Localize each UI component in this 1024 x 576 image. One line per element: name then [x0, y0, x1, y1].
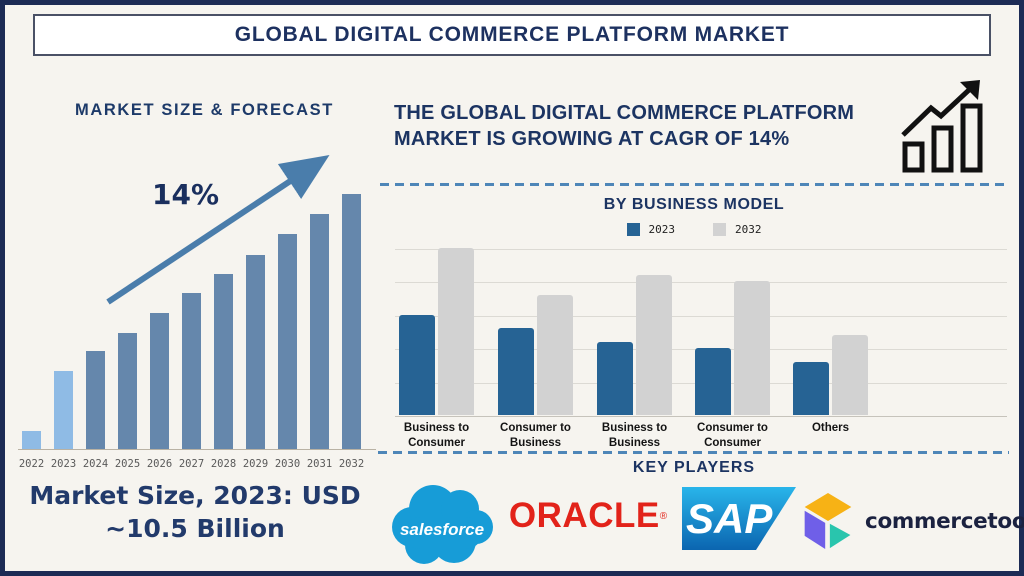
market-size-value: Market Size, 2023: USD ~10.5 Billion	[18, 480, 372, 545]
bm-group-3	[597, 248, 672, 415]
bm-bar-2023-3	[597, 342, 633, 415]
forecast-bar-2025	[118, 333, 137, 449]
market-size-forecast-heading: MARKET SIZE & FORECAST	[75, 101, 334, 119]
key-players-title: KEY PLAYERS	[632, 459, 756, 476]
bm-bar-2032-5	[832, 335, 868, 415]
page-title-box: GLOBAL DIGITAL COMMERCE PLATFORM MARKET	[33, 14, 991, 56]
forecast-bar-2032	[342, 194, 361, 449]
forecast-year-label-2028: 2028	[210, 458, 237, 470]
forecast-year-label-2030: 2030	[274, 458, 301, 470]
growth-arrow-icon	[106, 155, 330, 305]
legend-swatch-2032	[713, 223, 726, 236]
bm-bar-2032-2	[537, 295, 573, 415]
cagr-arrow-label: 14%	[152, 178, 220, 211]
business-model-category-labels: Business to Consumer Consumer to Business…	[395, 421, 1007, 455]
oracle-registered-mark: ®	[659, 510, 668, 522]
commercetools-wordmark: commercetools	[865, 508, 1024, 534]
business-model-chart	[395, 248, 1007, 417]
forecast-bar-2029	[246, 255, 265, 449]
bm-group-4	[695, 248, 770, 415]
cagr-heading: THE GLOBAL DIGITAL COMMERCE PLATFORM MAR…	[394, 102, 855, 151]
salesforce-logo: salesforce	[392, 485, 493, 564]
forecast-year-labels: 2022 2023 2024 2025 2026 2027 2028 2029 2030 2031…	[18, 458, 365, 470]
bm-bar-2023-1	[399, 315, 435, 415]
forecast-bar-2030	[278, 234, 297, 449]
forecast-year-label-2025: 2025	[114, 458, 141, 470]
bm-category-label-2: Consumer to Business	[500, 422, 571, 449]
commercetools-logo: commercetools	[800, 489, 1024, 553]
forecast-year-label-2022: 2022	[18, 458, 45, 470]
forecast-year-label-2024: 2024	[82, 458, 109, 470]
bm-legend: 2023 2032	[380, 223, 1008, 236]
dashed-divider-top	[380, 183, 1008, 186]
page-title: GLOBAL DIGITAL COMMERCE PLATFORM MARKET	[234, 23, 790, 46]
bm-category-label-4: Consumer to Consumer	[697, 422, 768, 449]
forecast-year-label-2027: 2027	[178, 458, 205, 470]
bm-bar-2023-4	[695, 348, 731, 415]
forecast-bar-2027	[182, 293, 201, 449]
bm-group-2	[498, 248, 573, 415]
svg-text:salesforce: salesforce	[400, 520, 484, 539]
bm-bar-2023-5	[793, 362, 829, 415]
legend-swatch-2023	[626, 223, 640, 236]
market-size-forecast-chart	[18, 191, 376, 450]
oracle-logo: ORACLE ®	[502, 492, 674, 540]
forecast-bar-2024	[86, 351, 105, 449]
bm-category-label-1: Business to Consumer	[403, 422, 470, 449]
legend-item-2032: 2032	[713, 223, 762, 236]
bm-axis-line	[395, 416, 1007, 417]
legend-item-2023: 2023	[626, 223, 676, 236]
forecast-bars	[22, 191, 361, 449]
forecast-year-label-2031: 2031	[306, 458, 333, 470]
sap-logo: SAP	[682, 487, 796, 550]
by-business-model-title: BY BUSINESS MODEL	[603, 196, 785, 213]
bm-bar-2032-4	[734, 281, 770, 415]
bm-group-1	[399, 248, 474, 415]
bm-bar-2023-2	[498, 328, 534, 415]
market-size-line1: Market Size, 2023: USD	[29, 481, 361, 510]
bm-gridline	[395, 282, 1007, 284]
forecast-year-label-2023: 2023	[50, 458, 77, 470]
commercetools-cube-icon	[804, 493, 852, 549]
market-size-line2: ~10.5 Billion	[105, 513, 285, 543]
legend-label-2023: 2023	[648, 223, 676, 236]
bm-bar-2032-3	[636, 275, 672, 415]
sap-wordmark: SAP	[686, 495, 773, 542]
dashed-divider-bottom	[378, 451, 1009, 454]
bm-category-label-3: Business to Business	[601, 422, 668, 449]
bm-gridline	[395, 249, 1007, 250]
bm-category-label-5: Others	[811, 422, 850, 434]
forecast-year-label-2026: 2026	[146, 458, 173, 470]
forecast-bar-2031	[310, 214, 329, 449]
forecast-bar-2022	[22, 431, 41, 449]
bm-group-5	[793, 248, 868, 415]
bm-bar-2032-1	[438, 248, 474, 415]
oracle-wordmark: ORACLE	[508, 496, 660, 535]
forecast-bar-2023	[54, 371, 73, 449]
forecast-bar-2026	[150, 313, 169, 449]
forecast-bar-2028	[214, 274, 233, 449]
forecast-year-label-2029: 2029	[242, 458, 269, 470]
bar-chart-growth-icon	[901, 80, 983, 173]
legend-label-2032: 2032	[735, 223, 762, 236]
bm-gridline	[395, 315, 1007, 317]
forecast-year-label-2032: 2032	[338, 458, 365, 470]
forecast-axis-line	[18, 449, 376, 450]
